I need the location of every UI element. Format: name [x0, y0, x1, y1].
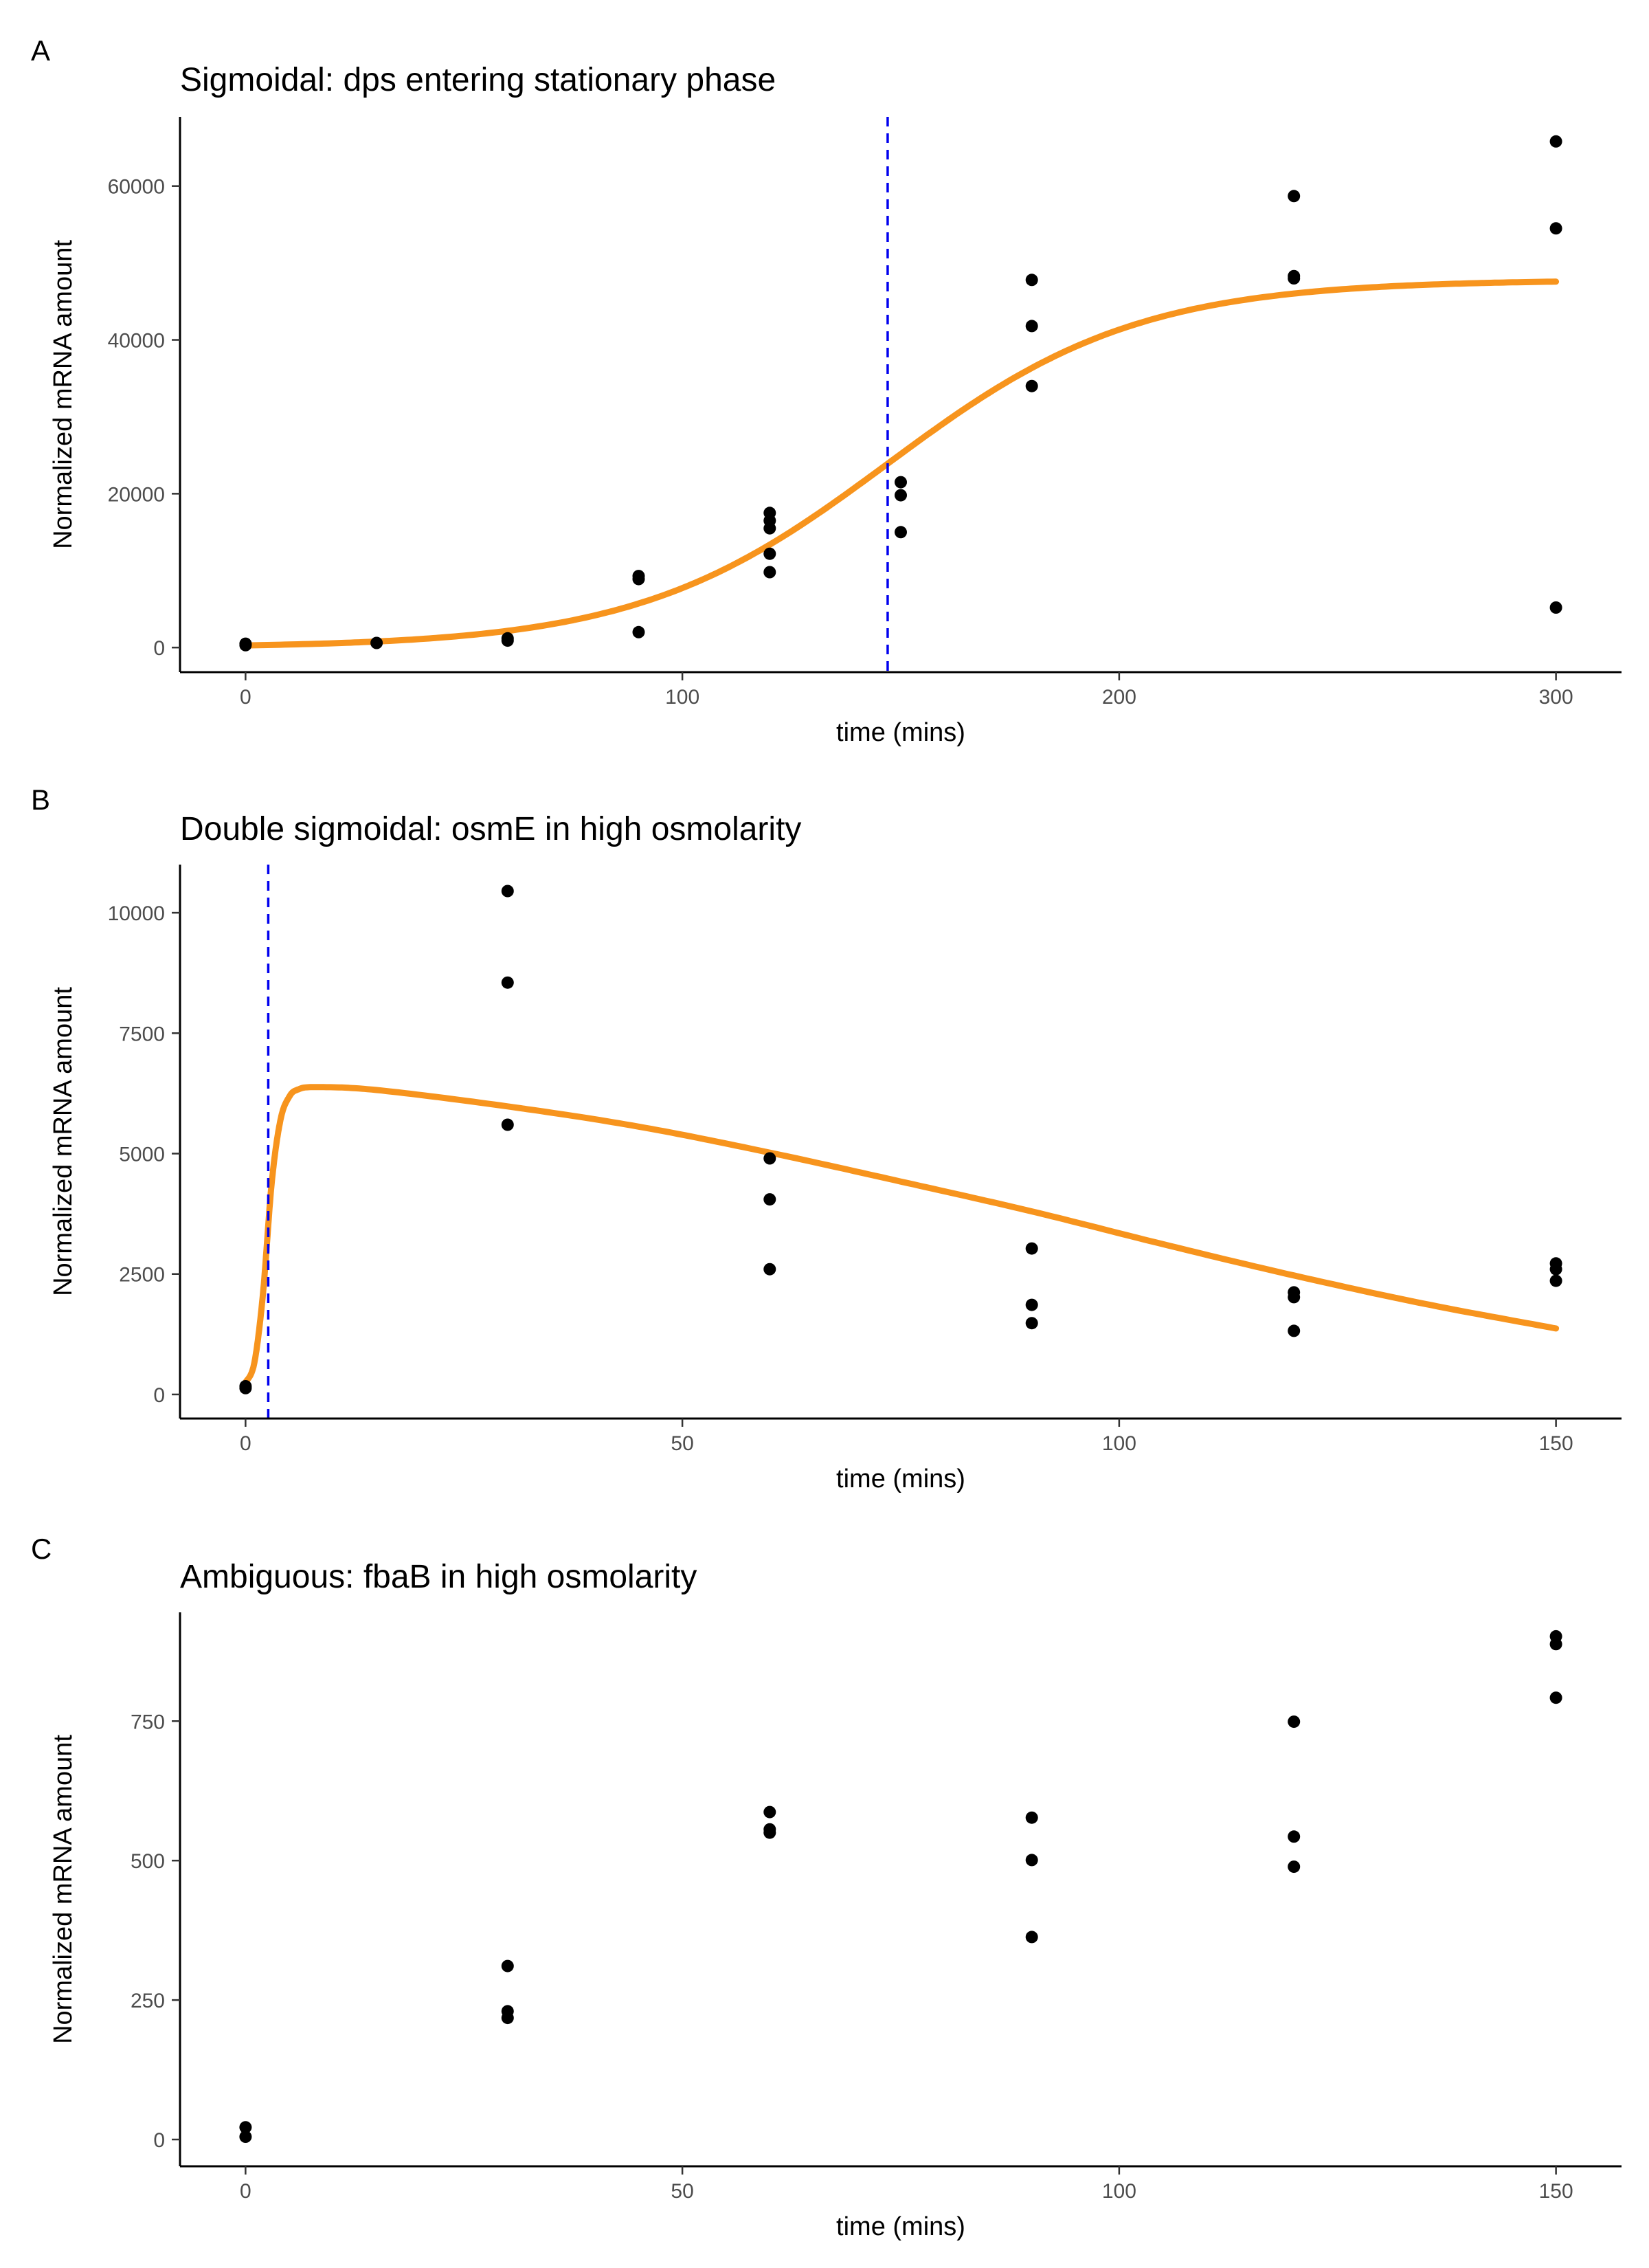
data-point	[895, 489, 907, 502]
data-point	[1288, 1286, 1301, 1299]
data-point	[1549, 1257, 1562, 1270]
x-tick-label: 100	[1102, 1432, 1136, 1455]
x-axis-title: time (mins)	[836, 1465, 965, 1493]
panel-letter: B	[31, 783, 50, 816]
data-point	[763, 1263, 776, 1276]
data-point	[763, 1823, 776, 1836]
y-tick-label: 60000	[108, 176, 165, 199]
data-point	[1549, 601, 1562, 614]
x-axis-title: time (mins)	[836, 718, 965, 747]
y-tick-label: 40000	[108, 330, 165, 353]
panel-letter: C	[31, 1533, 52, 1565]
data-point	[1025, 379, 1038, 392]
data-point	[1025, 274, 1038, 287]
data-point	[1288, 1830, 1301, 1843]
panel-c: C Ambiguous: fbaB in high osmolarity 0 50 10…	[31, 1533, 1622, 2241]
data-point	[632, 570, 645, 583]
y-tick-label: 7500	[119, 1023, 165, 1045]
y-tick-label: 0	[153, 1384, 165, 1407]
y-axis-title: Normalized mRNA amount	[49, 987, 78, 1296]
data-point	[1025, 1317, 1038, 1330]
x-tick-label: 100	[1102, 2180, 1136, 2203]
x-tick-label: 50	[671, 1432, 693, 1455]
data-point	[1025, 320, 1038, 333]
data-point	[239, 2121, 252, 2134]
data-point	[239, 2131, 252, 2143]
panel-letter: A	[31, 34, 50, 67]
data-point	[1288, 190, 1301, 203]
data-point	[1549, 1630, 1562, 1643]
panel-b: B Double sigmoidal: osmE in high osmolari…	[31, 783, 1622, 1493]
x-tick-label: 100	[665, 686, 699, 709]
data-point	[763, 1805, 776, 1819]
data-point	[1025, 1298, 1038, 1311]
data-point	[1025, 1242, 1038, 1255]
chart-title: Ambiguous: fbaB in high osmolarity	[180, 1559, 697, 1595]
data-point	[370, 636, 383, 649]
data-point	[1288, 1324, 1301, 1337]
fit-curve	[242, 1084, 1560, 1386]
data-point	[1549, 1691, 1562, 1704]
data-point	[763, 547, 776, 560]
data-point	[239, 637, 252, 650]
x-tick-label: 300	[1539, 686, 1573, 709]
data-point	[763, 1193, 776, 1206]
data-point	[1025, 1811, 1038, 1824]
x-tick-label: 150	[1539, 2180, 1573, 2203]
y-tick-label: 250	[131, 1990, 165, 2012]
data-point	[1549, 135, 1562, 148]
data-point	[239, 1380, 252, 1392]
panel-a: A Sigmoidal: dps entering stationary phas…	[31, 34, 1622, 747]
chart-title: Double sigmoidal: osmE in high osmolarit…	[180, 811, 801, 847]
x-tick-label: 150	[1539, 1432, 1573, 1455]
y-tick-label: 20000	[108, 483, 165, 506]
data-point	[501, 2005, 514, 2018]
data-point	[763, 566, 776, 579]
data-point	[1288, 1860, 1301, 1874]
data-point	[1025, 1931, 1038, 1944]
x-tick-label: 0	[240, 2180, 251, 2203]
data-point	[763, 1152, 776, 1165]
y-tick-label: 750	[131, 1711, 165, 1733]
data-point	[895, 526, 907, 539]
data-point	[1288, 269, 1301, 282]
data-point	[501, 1118, 514, 1131]
data-point	[501, 885, 514, 898]
y-tick-label: 10000	[108, 902, 165, 925]
chart-title: Sigmoidal: dps entering stationary phase	[180, 62, 776, 98]
data-point	[1288, 1715, 1301, 1728]
y-axis-title: Normalized mRNA amount	[49, 240, 78, 549]
data-point	[501, 632, 514, 645]
y-tick-label: 0	[153, 637, 165, 660]
data-point	[1025, 1854, 1038, 1867]
data-point	[501, 1959, 514, 1972]
x-tick-label: 0	[240, 686, 251, 709]
x-tick-label: 0	[240, 1432, 251, 1455]
y-tick-label: 2500	[119, 1264, 165, 1287]
y-tick-label: 5000	[119, 1144, 165, 1166]
data-point	[501, 976, 514, 989]
x-axis-title: time (mins)	[836, 2212, 965, 2241]
y-tick-label: 0	[153, 2129, 165, 2152]
data-point	[1549, 1274, 1562, 1287]
data-point	[632, 625, 645, 638]
x-tick-label: 50	[671, 2180, 693, 2203]
data-point	[895, 476, 907, 489]
x-tick-label: 200	[1102, 686, 1136, 709]
y-tick-label: 500	[131, 1850, 165, 1873]
data-point	[1549, 222, 1562, 235]
data-point	[763, 507, 776, 520]
y-axis-title: Normalized mRNA amount	[49, 1735, 78, 2044]
fit-curve	[242, 278, 1560, 649]
